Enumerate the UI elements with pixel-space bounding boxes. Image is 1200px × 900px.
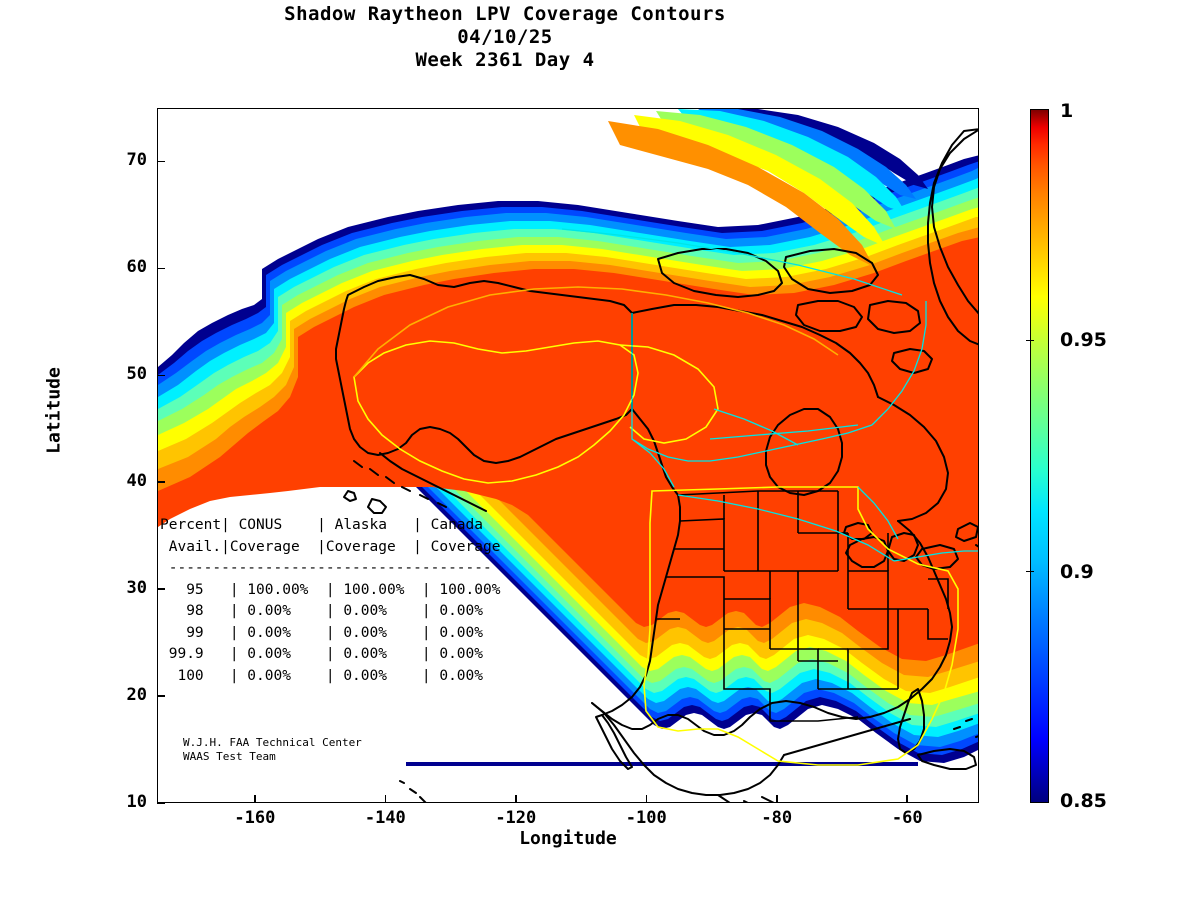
y-tick <box>157 588 165 590</box>
title-line-3: Week 2361 Day 4 <box>415 49 595 71</box>
y-tick <box>157 802 165 804</box>
y-tick <box>157 374 165 377</box>
y-tick-label: 60 <box>126 257 147 278</box>
x-tick-label: -60 <box>891 808 923 828</box>
colorbar-tick <box>1026 570 1034 573</box>
x-tick <box>515 795 517 803</box>
colorbar-gradient <box>1030 109 1049 803</box>
colorbar-tick <box>1026 339 1034 342</box>
alaska-service-volume <box>353 340 639 484</box>
x-tick-label: -160 <box>234 808 276 828</box>
coastlines <box>335 128 978 802</box>
fir-boundaries <box>561 228 978 562</box>
x-axis-title: Longitude <box>519 828 617 849</box>
x-tick <box>776 795 778 803</box>
y-tick-label: 40 <box>126 471 147 492</box>
y-tick-label: 20 <box>126 685 147 706</box>
y-tick <box>157 481 165 483</box>
map-canvas <box>158 109 978 802</box>
y-tick-label: 10 <box>126 792 147 812</box>
colorbar-tick-label: 0.85 <box>1060 790 1107 812</box>
y-tick-label: 30 <box>126 578 147 599</box>
credit-line-2: WAAS Test Team <box>183 749 276 763</box>
x-tick <box>645 795 648 803</box>
map-plot-area[interactable] <box>157 108 979 803</box>
credit-line-1: W.J.H. FAA Technical Center <box>183 736 362 749</box>
y-tick-label: 70 <box>126 150 147 171</box>
x-tick <box>906 795 908 803</box>
contour-arctic-tongue-navy <box>714 109 928 189</box>
y-axis-title: Latitude <box>43 367 65 454</box>
contour-south-cut <box>158 764 978 802</box>
x-tick-label: -140 <box>364 808 406 828</box>
colorbar-tick-label: 0.9 <box>1060 560 1094 583</box>
y-tick-label: 50 <box>126 364 147 385</box>
contour-band-plateau <box>158 237 978 661</box>
colorbar[interactable]: 1 0.95 0.9 0.85 <box>1026 100 1107 812</box>
y-tick <box>157 695 165 697</box>
colorbar-tick-label: 1 <box>1060 100 1074 122</box>
state-borders <box>656 490 949 722</box>
y-tick <box>157 160 165 163</box>
title-line-1: Shadow Raytheon LPV Coverage Contours <box>284 3 726 25</box>
title-line-2: 04/10/25 <box>457 26 553 48</box>
x-tick-label: -120 <box>495 808 537 828</box>
x-tick-label: -100 <box>625 808 667 828</box>
y-tick <box>157 267 165 270</box>
canada-service-volume <box>353 286 839 378</box>
service-volume-boundaries <box>353 286 959 766</box>
conus-service-volume <box>643 486 959 766</box>
coverage-stats-table: Percent| CONUS | Alaska | Canada Avail.|… <box>160 517 501 684</box>
coverage-contour-map <box>158 109 978 802</box>
x-tick-label: -80 <box>761 808 793 828</box>
colorbar-tick-label: 0.95 <box>1060 329 1107 352</box>
chart-title-block: Shadow Raytheon LPV Coverage Contours 04… <box>0 3 1010 72</box>
credit-text: W.J.H. FAA Technical Center WAAS Test Te… <box>183 736 362 763</box>
x-tick <box>384 795 387 803</box>
contour-atlantic-corner <box>928 109 978 151</box>
contour-arctic-tongue-orange <box>608 121 874 267</box>
x-tick <box>254 795 256 803</box>
